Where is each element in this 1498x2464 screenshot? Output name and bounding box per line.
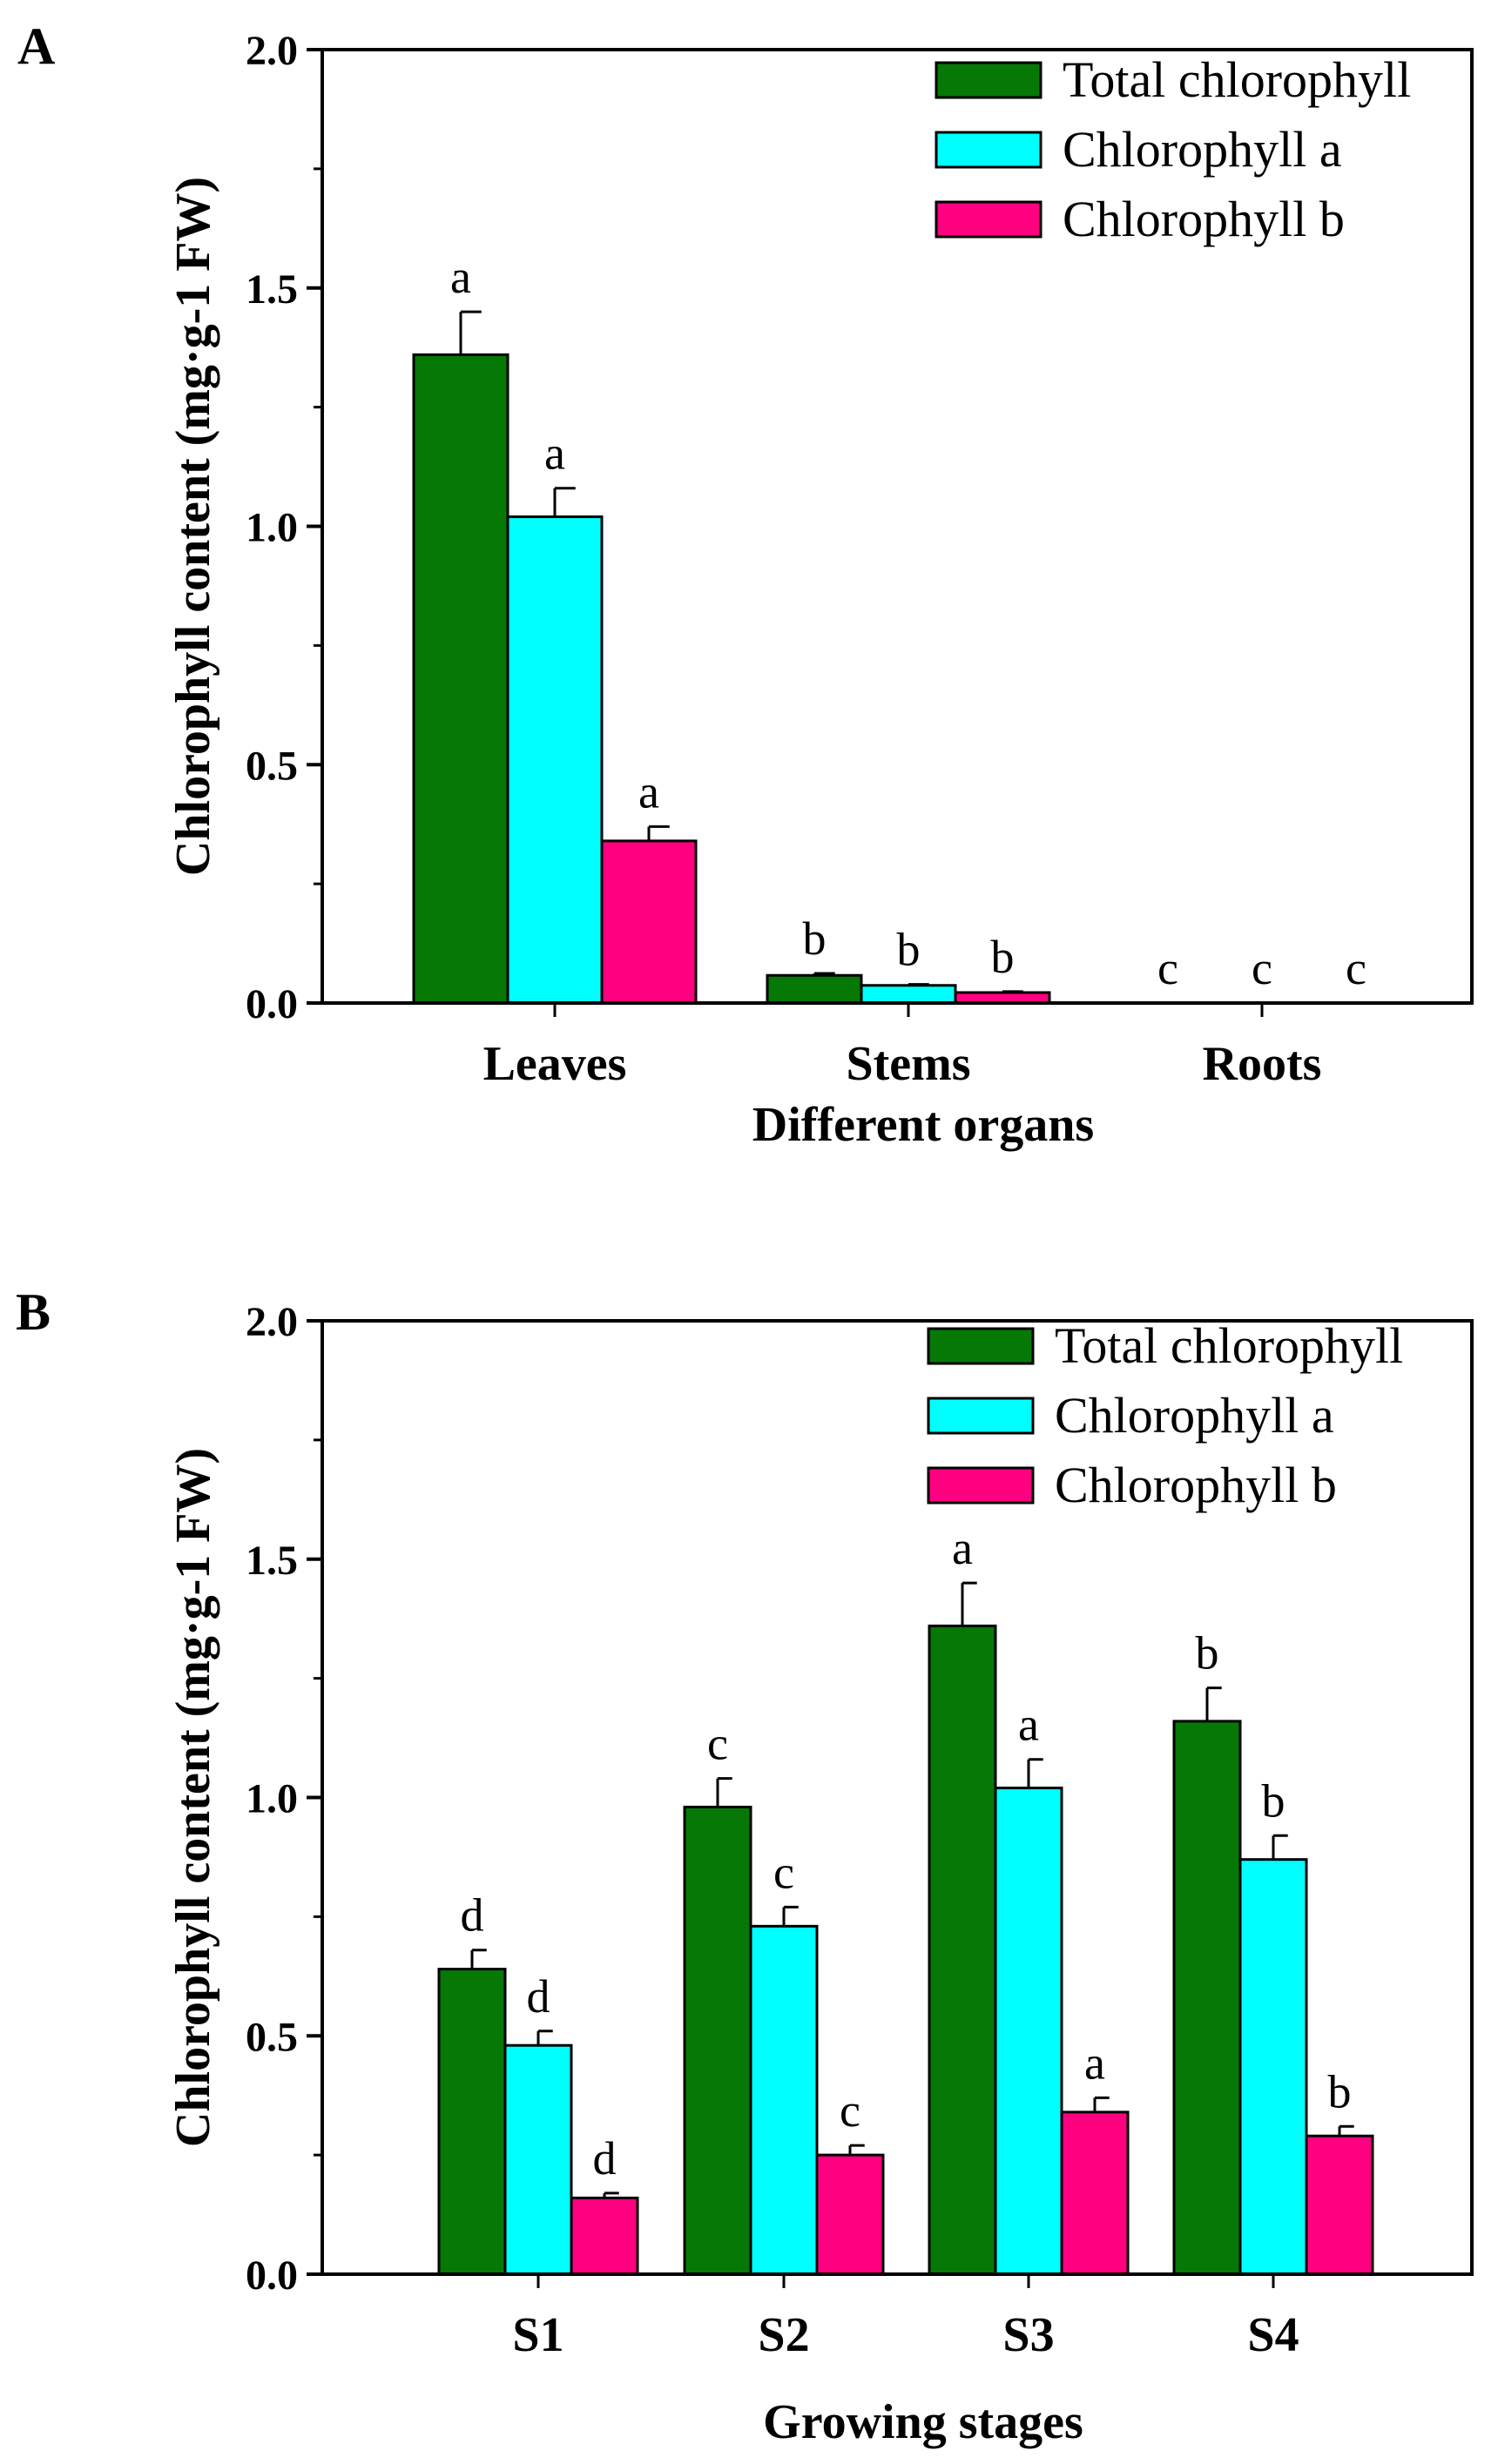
significance-letter: c — [707, 1718, 728, 1770]
bar — [506, 515, 604, 1005]
bar — [928, 1624, 997, 2276]
bar — [1305, 2134, 1374, 2276]
legend-label: Total chlorophyll — [1063, 51, 1411, 108]
panel-letter: A — [17, 17, 55, 75]
bar — [600, 839, 698, 1005]
legend-label: Chlorophyll a — [1055, 1387, 1334, 1444]
bar — [1238, 1858, 1308, 2276]
bar — [503, 2043, 573, 2276]
bar — [1060, 2111, 1130, 2276]
bar — [412, 353, 509, 1005]
significance-letter: b — [897, 924, 921, 976]
y-tick-label: 0.5 — [246, 2014, 298, 2060]
y-tick-label: 0.5 — [246, 743, 298, 789]
y-tick-label: 0.0 — [246, 2252, 298, 2299]
significance-letter: a — [638, 765, 659, 818]
legend-swatch — [927, 1466, 1035, 1505]
y-tick-label: 2.0 — [246, 1299, 298, 1345]
y-tick-label: 1.0 — [246, 505, 298, 551]
significance-letter: b — [1262, 1774, 1285, 1827]
bar — [570, 2196, 639, 2276]
x-tick-label: S3 — [1002, 2308, 1054, 2362]
bar — [749, 1924, 819, 2276]
y-axis-title: Chlorophyll content (mg·g-1 FW) — [166, 177, 220, 876]
x-tick-label: Stems — [846, 1037, 970, 1091]
legend-label: Chlorophyll b — [1055, 1457, 1337, 1513]
significance-letter: c — [1157, 942, 1178, 994]
significance-letter: b — [1196, 1627, 1219, 1680]
legend-swatch — [935, 61, 1043, 99]
bar — [683, 1805, 752, 2276]
bar — [437, 1968, 507, 2276]
x-tick-label: S2 — [758, 2308, 809, 2362]
significance-letter: a — [952, 1522, 973, 1574]
x-tick-label: Leaves — [483, 1037, 627, 1091]
y-tick-label: 2.0 — [246, 28, 298, 74]
significance-letter: b — [1328, 2065, 1352, 2117]
bar — [994, 1787, 1063, 2276]
x-axis-title: Growing stages — [763, 2395, 1083, 2449]
panel-letter: B — [16, 1283, 51, 1341]
significance-letter: c — [1252, 942, 1272, 994]
y-axis-title: Chlorophyll content (mg·g-1 FW) — [166, 1448, 220, 2147]
y-tick-label: 1.5 — [246, 1538, 298, 1584]
significance-letter: d — [527, 1970, 550, 2023]
significance-letter: c — [773, 1846, 794, 1898]
significance-letter: a — [544, 427, 565, 480]
y-tick-label: 0.0 — [246, 981, 298, 1027]
y-tick-label: 1.0 — [246, 1776, 298, 1822]
x-axis-title: Different organs — [752, 1098, 1094, 1152]
bar — [1172, 1720, 1242, 2276]
y-tick-label: 1.5 — [246, 266, 298, 313]
legend-label: Total chlorophyll — [1055, 1317, 1403, 1374]
legend-swatch — [927, 1327, 1035, 1365]
bar — [766, 973, 863, 1005]
x-tick-label: Roots — [1203, 1037, 1322, 1091]
bar — [815, 2153, 885, 2276]
significance-letter: a — [1018, 1699, 1039, 1751]
significance-letter: d — [461, 1889, 484, 1942]
legend: Total chlorophyll Chlorophyll a Chlorophyl… — [935, 51, 1411, 247]
significance-letter: a — [1084, 2037, 1105, 2089]
significance-letter: b — [991, 931, 1015, 983]
significance-letter: d — [593, 2132, 617, 2185]
legend-swatch — [935, 200, 1043, 239]
chart-panel-a: Aa a a Leaves b b b Stems c c c Roots 0.0 0.5 1.0 1.5 2.… — [17, 17, 1474, 1152]
significance-letter: c — [840, 2084, 860, 2137]
legend-label: Chlorophyll b — [1063, 191, 1345, 247]
legend-swatch — [927, 1397, 1035, 1435]
x-tick-label: S1 — [512, 2308, 563, 2362]
legend-label: Chlorophyll a — [1063, 121, 1342, 178]
bar — [860, 984, 957, 1005]
significance-letter: a — [450, 251, 471, 303]
chart-panel-b: BdddS1cccS2aaaS3bbbS40.00.51.01.52.0Grow… — [16, 1283, 1474, 2449]
legend: Total chlorophyll Chlorophyll a Chlorophyl… — [927, 1317, 1403, 1513]
legend-swatch — [935, 131, 1043, 169]
significance-letter: c — [1346, 942, 1366, 994]
significance-letter: b — [803, 912, 827, 965]
x-tick-label: S4 — [1247, 2308, 1299, 2362]
